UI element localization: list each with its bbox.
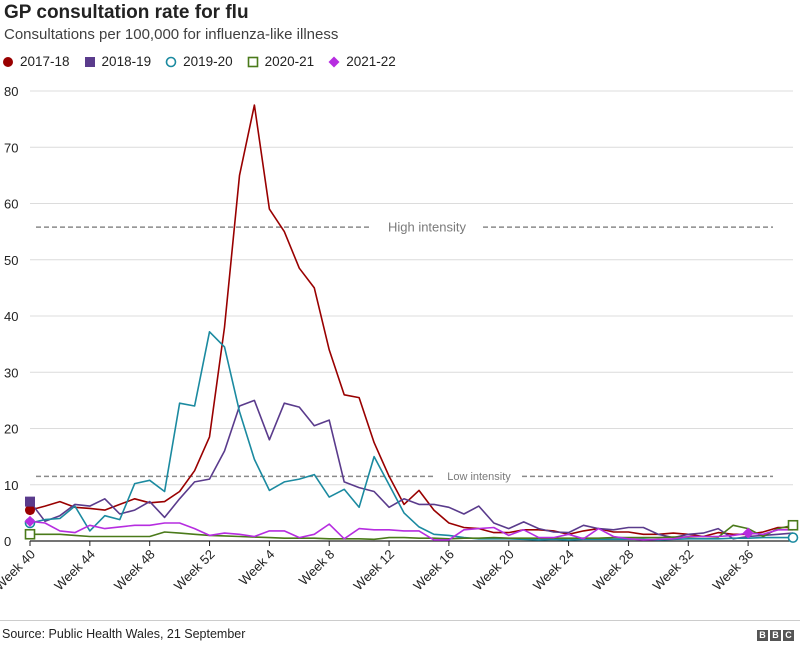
- x-tick-label: Week 28: [590, 547, 637, 594]
- marker-2018-19: [25, 496, 35, 507]
- y-tick-label: 50: [4, 253, 18, 268]
- series-line-2017-18: [29, 104, 793, 538]
- threshold-label: Low intensity: [447, 471, 511, 483]
- marker-2019-20: [787, 532, 799, 543]
- marker-2020-21: [24, 528, 36, 540]
- chart-title: GP consultation rate for flu: [4, 2, 249, 23]
- series-line-2018-19: [29, 399, 794, 540]
- y-tick-label: 0: [4, 534, 11, 549]
- y-tick-label: 20: [4, 422, 18, 437]
- x-tick-label: Week 4: [236, 547, 278, 589]
- legend-item-2018-19: 2018-19: [84, 54, 152, 69]
- diamond-marker-icon: [328, 56, 340, 67]
- circle-marker-icon: [3, 56, 13, 67]
- y-tick-label: 30: [4, 365, 18, 380]
- x-tick-label: Week 32: [650, 547, 697, 594]
- legend-label: 2021-22: [346, 54, 396, 69]
- y-tick-label: 10: [4, 478, 18, 493]
- chart-subtitle: Consultations per 100,000 for influenza-…: [4, 26, 339, 43]
- open-square-marker-icon: [247, 56, 258, 67]
- legend-item-2019-20: 2019-20: [165, 54, 233, 69]
- line-chart: 0 10 20 30 40 50 60 70 80 High intensity Low inten…: [0, 84, 799, 594]
- x-tick-label: Week 12: [350, 547, 397, 594]
- x-tick-label: Week 8: [296, 547, 338, 589]
- marker-2017-18: [25, 505, 35, 516]
- square-marker-icon: [84, 56, 95, 67]
- y-tick-label: 40: [4, 309, 18, 324]
- marker-2020-21: [787, 519, 799, 531]
- legend-item-2020-21: 2020-21: [247, 54, 315, 69]
- logo-block: C: [783, 630, 794, 641]
- legend-label: 2017-18: [20, 54, 70, 69]
- logo-block: B: [757, 630, 768, 641]
- source-note: Source: Public Health Wales, 21 Septembe…: [2, 627, 246, 641]
- x-tick-label: Week 24: [530, 547, 577, 594]
- legend-label: 2019-20: [183, 54, 233, 69]
- marker-2021-22: [742, 527, 754, 539]
- legend-label: 2018-19: [101, 54, 152, 69]
- y-tick-label: 70: [4, 140, 18, 155]
- x-tick-label: Week 52: [171, 547, 218, 594]
- legend-item-2017-18: 2017-18: [2, 54, 70, 69]
- threshold-label: High intensity: [388, 220, 467, 235]
- series-line-2021-22: [29, 520, 793, 541]
- x-tick-label: Week 44: [51, 547, 98, 594]
- legend: 2017-18 2018-19 2019-20 2020-21 2021-22: [2, 54, 410, 69]
- series-line-2019-20: [29, 330, 793, 541]
- open-circle-marker-icon: [165, 56, 177, 67]
- footer-divider: [0, 620, 800, 621]
- x-tick-label: Week 16: [410, 547, 457, 594]
- bbc-logo: B B C: [757, 630, 794, 641]
- legend-item-2021-22: 2021-22: [328, 54, 396, 69]
- y-tick-label: 80: [4, 84, 18, 99]
- legend-label: 2020-21: [264, 54, 315, 69]
- marker-2021-22: [24, 515, 36, 527]
- y-tick-label: 60: [4, 197, 18, 212]
- x-tick-label: Week 20: [470, 547, 517, 594]
- x-tick-label: Week 48: [111, 547, 158, 594]
- series-line-2020-21: [30, 524, 794, 541]
- x-tick-label: Week 36: [710, 547, 757, 594]
- x-tick-label: Week 40: [0, 547, 38, 594]
- logo-block: B: [770, 630, 781, 641]
